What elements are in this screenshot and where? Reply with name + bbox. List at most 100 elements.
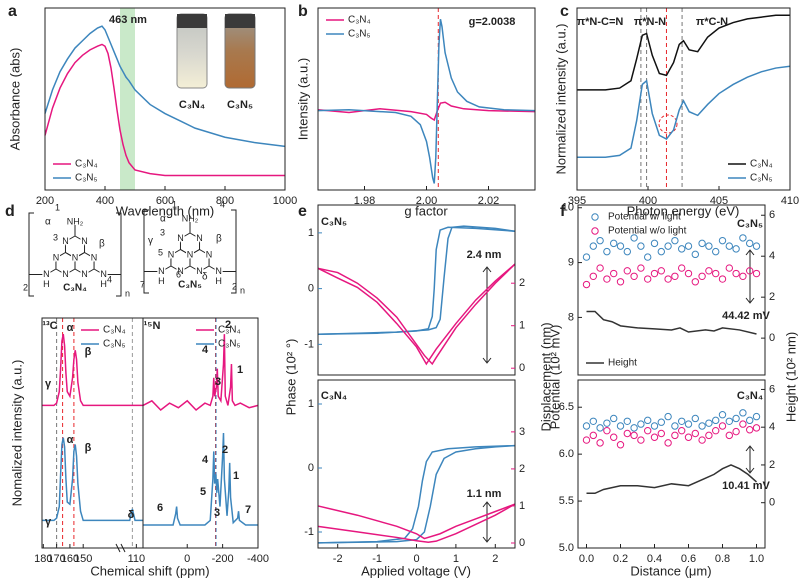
y-tick-label: 5.0 — [559, 542, 574, 554]
x-tick-label: -200 — [212, 553, 234, 565]
x-axis-label: Chemical shift (ppm) — [90, 563, 209, 578]
bond — [65, 252, 76, 259]
y2-tick-label: 0 — [769, 497, 775, 509]
data-point — [732, 427, 740, 436]
annotation: 3 — [214, 507, 220, 519]
x-tick-label: 2.02 — [478, 195, 499, 207]
data-point — [671, 236, 679, 245]
panel-label: e — [298, 203, 307, 220]
x-tick-label: -2 — [333, 553, 343, 565]
data-line — [317, 101, 536, 122]
data-point — [664, 439, 672, 447]
bond — [93, 268, 104, 275]
data-line — [317, 503, 516, 544]
bond — [161, 265, 172, 272]
data-line — [577, 14, 790, 91]
atom-label: N — [43, 269, 50, 279]
data-line — [586, 310, 757, 335]
data-point — [705, 267, 713, 275]
annotation: g=2.0038 — [469, 16, 516, 28]
site-label: 7 — [140, 279, 145, 289]
greek-label: β — [216, 234, 222, 245]
x-axis-label: Photon energy (eV) — [627, 203, 740, 218]
annotation: 4 — [202, 344, 209, 356]
annotation: 2.4 nm — [467, 249, 502, 261]
atom-label: N — [187, 249, 194, 259]
site-label: 3 — [160, 227, 165, 237]
atom-label: N — [91, 252, 98, 262]
annotation: π*N-C=N — [577, 16, 624, 28]
data-point — [691, 429, 699, 438]
data-point — [623, 267, 631, 275]
atom-label: N — [81, 236, 88, 246]
y2-tick-label: 6 — [769, 209, 775, 221]
data-line — [317, 503, 516, 540]
vial-cap — [225, 14, 255, 28]
site-label: 2 — [23, 282, 28, 292]
data-point — [684, 269, 693, 278]
annotation: C₃N₄ — [321, 390, 347, 402]
data-point — [644, 426, 652, 435]
data-point — [752, 424, 761, 432]
data-point — [610, 433, 618, 441]
bond — [74, 252, 85, 259]
annotation: α — [67, 434, 74, 446]
data-point — [582, 422, 591, 430]
legend-label: C₃N₅ — [103, 339, 126, 350]
bond — [208, 265, 219, 272]
y2-tick-label: 2 — [519, 277, 525, 289]
data-point — [603, 426, 611, 435]
data-point — [691, 250, 699, 259]
site-label: 3 — [53, 232, 58, 242]
x-tick-label: 1000 — [273, 195, 297, 207]
data-point — [616, 422, 625, 430]
atom-label: N — [62, 236, 69, 246]
span-arrow — [482, 266, 492, 364]
data-point — [718, 422, 727, 430]
annotation: 5 — [200, 486, 206, 498]
data-point — [698, 272, 706, 280]
data-point — [610, 239, 618, 248]
data-point — [746, 267, 754, 275]
bond — [199, 265, 210, 272]
data-point — [698, 436, 706, 444]
atom-label: N — [72, 252, 79, 262]
y-tick-label: 6.0 — [559, 448, 574, 460]
bond — [189, 249, 200, 256]
data-point — [623, 247, 631, 256]
data-line — [317, 444, 516, 544]
data-point — [616, 441, 625, 449]
data-point — [630, 234, 638, 242]
x-tick-label: 0.2 — [613, 553, 628, 565]
x-tick-label: 0.8 — [715, 553, 730, 565]
annotation: γ — [45, 516, 52, 528]
legend-label: C₃N₄ — [103, 325, 126, 336]
annotation: 1.1 nm — [467, 488, 502, 500]
data-point — [637, 436, 645, 444]
y2-tick-label: 4 — [769, 421, 775, 433]
y-tick-label: 8 — [568, 311, 574, 323]
x-axis-label: g factor — [404, 203, 448, 218]
data-point — [650, 433, 659, 441]
data-point — [630, 431, 638, 440]
data-point — [732, 414, 740, 423]
y-axis-label: Intensity (a.u.) — [295, 58, 310, 140]
span-arrow — [745, 445, 755, 474]
span-arrow — [745, 249, 755, 304]
greek-label: β — [99, 239, 105, 250]
annotation: 4 — [202, 454, 209, 466]
data-point — [582, 436, 591, 444]
site-label: 1 — [172, 199, 177, 209]
bond — [180, 232, 191, 239]
data-point — [705, 419, 713, 427]
panel-label: c — [560, 3, 569, 20]
y-tick-label: 0 — [308, 283, 314, 295]
x-tick-label: 400 — [639, 195, 657, 207]
bond — [65, 235, 76, 242]
data-line — [317, 263, 516, 366]
atom-label: N — [81, 269, 88, 279]
formula-label: C₃N₅ — [178, 280, 202, 291]
atom-label: N — [177, 266, 184, 276]
data-point — [589, 272, 597, 280]
data-point — [698, 239, 706, 248]
